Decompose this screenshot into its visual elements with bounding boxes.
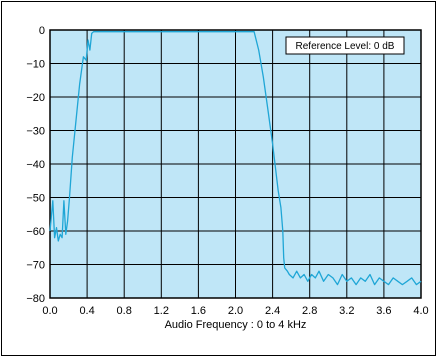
annotation-text: Reference Level: 0 dB — [296, 41, 395, 52]
x-tick-labels: 0.0 0.4 0.8 1.2 1.6 2.0 2.4 2.8 3.2 3.6 4.0 — [42, 305, 428, 317]
y-tick-label: −50 — [26, 193, 45, 205]
y-tick-label: −30 — [26, 126, 45, 138]
x-tick-label: 0.4 — [79, 305, 94, 317]
y-tick-label: −80 — [26, 293, 45, 305]
x-tick-label: 0.8 — [117, 305, 132, 317]
x-tick-label: 4.0 — [413, 305, 428, 317]
x-tick-label: 2.8 — [302, 305, 317, 317]
y-tick-label: −20 — [26, 92, 45, 104]
x-tick-label: 0.0 — [42, 305, 57, 317]
y-tick-label: −10 — [26, 59, 45, 71]
x-tick-label: 3.2 — [339, 305, 354, 317]
x-tick-label: 1.2 — [154, 305, 169, 317]
y-tick-label: −60 — [26, 226, 45, 238]
x-tick-label: 3.6 — [376, 305, 391, 317]
x-tick-label: 1.6 — [191, 305, 206, 317]
y-tick-label: 0 — [39, 25, 45, 37]
x-axis-title: Audio Frequency : 0 to 4 kHz — [165, 319, 307, 331]
response-curve — [49, 31, 422, 286]
grid-lines — [49, 29, 422, 299]
y-tick-label: −70 — [26, 260, 45, 272]
y-tick-labels: 0 −10 −20 −30 −40 −50 −60 −70 −80 — [26, 25, 45, 305]
reference-level-annotation: Reference Level: 0 dB — [285, 36, 405, 55]
y-tick-label: −40 — [26, 159, 45, 171]
annotation-box — [285, 36, 405, 55]
x-tick-label: 2.0 — [228, 305, 243, 317]
x-tick-label: 2.4 — [265, 305, 280, 317]
